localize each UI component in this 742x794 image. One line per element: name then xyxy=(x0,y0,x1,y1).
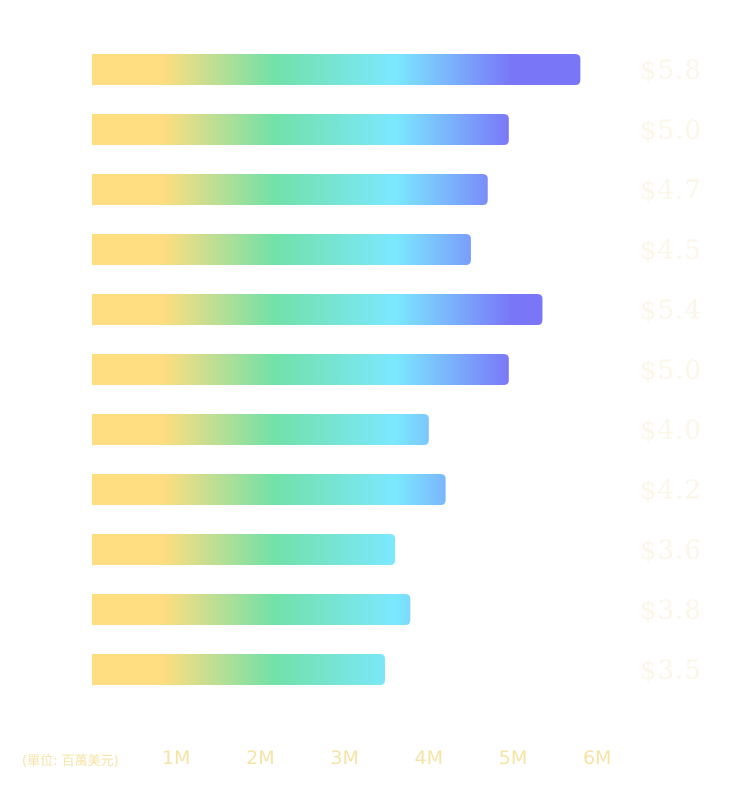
bars-layer xyxy=(92,54,581,685)
x-tick-label: 2M xyxy=(246,747,275,769)
bar-3 xyxy=(92,174,488,205)
value-labels-layer: $5.8 $5.0 $4.7 $4.5 $5.4 $5.0 $4.0 $4.2 $3.6 $3.8… xyxy=(640,56,702,686)
value-label-9: $3.6 xyxy=(640,536,702,566)
bar-11 xyxy=(92,654,386,685)
value-label-8: $4.2 xyxy=(640,476,702,506)
value-label-7: $4.0 xyxy=(640,416,702,446)
x-tick-label: 3M xyxy=(330,747,359,769)
x-tick-label: 6M xyxy=(582,747,612,769)
x-tick-label: 1M xyxy=(161,747,191,769)
bar-4 xyxy=(92,234,471,265)
unit-label: (單位: 百萬美元) xyxy=(22,754,119,769)
value-label-11: $3.5 xyxy=(640,656,702,686)
bar-2 xyxy=(92,114,509,145)
bar-8 xyxy=(92,474,446,505)
value-label-3: $4.7 xyxy=(640,176,702,206)
bar-1 xyxy=(92,54,581,85)
x-tick-label: 5M xyxy=(498,747,528,769)
value-label-5: $5.4 xyxy=(640,296,702,326)
value-label-10: $3.8 xyxy=(640,596,702,626)
bar-6 xyxy=(92,354,509,385)
value-label-6: $5.0 xyxy=(640,356,702,386)
bar-7 xyxy=(92,414,429,445)
value-label-2: $5.0 xyxy=(640,116,702,146)
x-tick-label: 4M xyxy=(414,747,444,769)
value-label-1: $5.8 xyxy=(640,56,702,86)
bar-10 xyxy=(92,594,411,625)
bar-9 xyxy=(92,534,396,565)
value-label-4: $4.5 xyxy=(640,236,702,266)
bar-5 xyxy=(92,294,543,325)
